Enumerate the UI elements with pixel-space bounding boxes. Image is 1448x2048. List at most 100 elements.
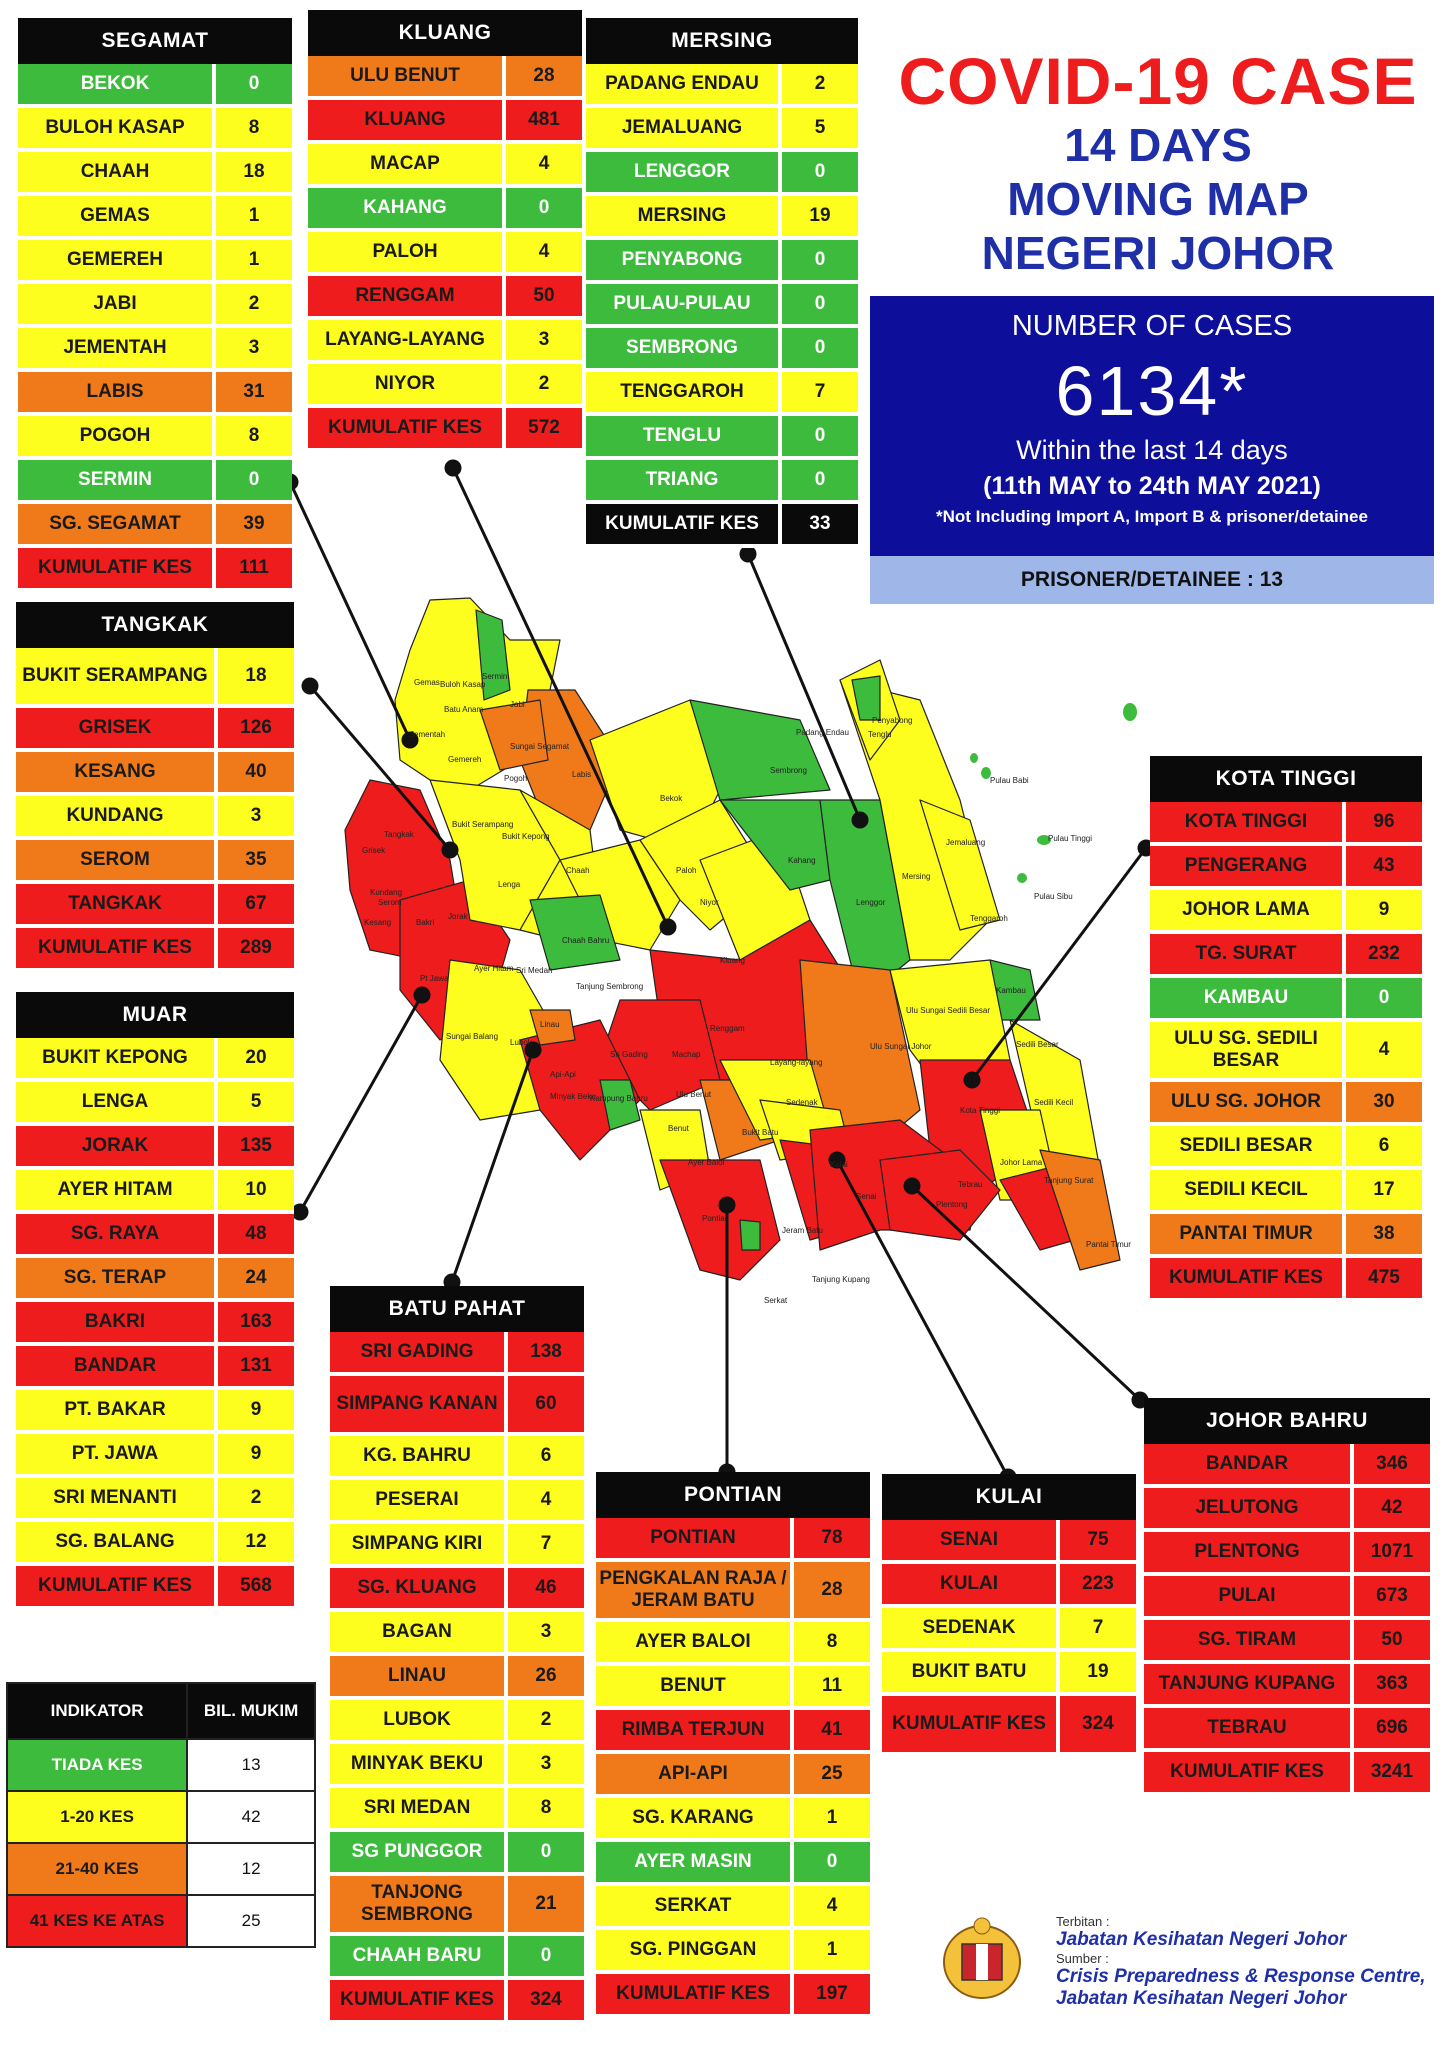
district-row: AYER BALOI 8 xyxy=(596,1620,870,1666)
district-row: API-API 25 xyxy=(596,1752,870,1798)
mukim-name: ULU SG. JOHOR xyxy=(1150,1080,1344,1126)
district-row: ULU SG. JOHOR 30 xyxy=(1150,1080,1422,1126)
mukim-name: SERKAT xyxy=(596,1884,792,1930)
mukim-name: PLENTONG xyxy=(1144,1530,1352,1576)
mukim-cases: 0 xyxy=(504,1830,584,1876)
district-row: TENGLU 0 xyxy=(586,414,858,460)
mukim-cases: 24 xyxy=(214,1256,294,1302)
mukim-name: LUBOK xyxy=(330,1698,506,1744)
pointer-batu-pahat xyxy=(450,1049,535,1283)
mukim-cases: 0 xyxy=(778,458,858,504)
mukim-name: KESANG xyxy=(16,750,216,796)
district-row: KUMULATIF KES 33 xyxy=(586,502,858,548)
mukim-name: NIYOR xyxy=(308,362,504,408)
mukim-name: PALOH xyxy=(308,230,504,276)
mukim-cases: 568 xyxy=(214,1564,294,1610)
district-row: JABI 2 xyxy=(18,282,292,328)
district-header: MUAR xyxy=(16,992,294,1038)
mukim-cases: 3 xyxy=(504,1742,584,1788)
mukim-cases: 9 xyxy=(1342,888,1422,934)
prisoner-count: PRISONER/DETAINEE : 13 xyxy=(870,556,1434,604)
mukim-cases: 0 xyxy=(504,1934,584,1980)
district-kulai: KULAI SENAI 75 KULAI 223 SEDENAK 7 BUKIT BATU 19… xyxy=(882,1474,1136,1756)
mukim-name: LENGA xyxy=(16,1080,216,1126)
district-row: LINAU 26 xyxy=(330,1654,584,1700)
mukim-cases: 126 xyxy=(214,706,294,752)
mukim-cases: 8 xyxy=(212,414,292,460)
map-region-chaah-bahru xyxy=(529,894,621,971)
legend-count: 13 xyxy=(186,1738,316,1792)
mukim-cases: 1071 xyxy=(1350,1530,1430,1576)
map-region-ayer-masin xyxy=(739,1219,761,1251)
mukim-name: PULAU-PULAU xyxy=(586,282,780,328)
district-row: TG. SURAT 232 xyxy=(1150,932,1422,978)
legend-count: 42 xyxy=(186,1790,316,1844)
mukim-name: PENGKALAN RAJA / JERAM BATU xyxy=(596,1560,792,1622)
mukim-name: KUMULATIF KES xyxy=(18,546,214,592)
mukim-cases: 138 xyxy=(504,1332,584,1376)
district-row: TRIANG 0 xyxy=(586,458,858,504)
mukim-name: BENUT xyxy=(596,1664,792,1710)
pointer-mersing xyxy=(746,553,862,821)
mukim-cases: 40 xyxy=(214,750,294,796)
mukim-name: SG. TIRAM xyxy=(1144,1618,1352,1664)
pointer-jb xyxy=(910,1184,1142,1402)
district-row: KOTA TINGGI 96 xyxy=(1150,802,1422,846)
district-row: PADANG ENDAU 2 xyxy=(586,64,858,108)
district-row: SERKAT 4 xyxy=(596,1884,870,1930)
mukim-name: KUNDANG xyxy=(16,794,216,840)
district-row: PT. BAKAR 9 xyxy=(16,1388,294,1434)
mukim-cases: 163 xyxy=(214,1300,294,1346)
legend-label: 1-20 KES xyxy=(5,1790,189,1844)
mukim-cases: 0 xyxy=(790,1840,870,1886)
mukim-cases: 1 xyxy=(790,1796,870,1842)
mukim-name: SIMPANG KANAN xyxy=(330,1374,506,1436)
mukim-name: JABI xyxy=(18,282,214,328)
map-region-pontian xyxy=(659,1159,781,1281)
district-table: PADANG ENDAU 2 JEMALUANG 5 LENGGOR 0 MERSING 19… xyxy=(586,64,858,548)
district-row: LABIS 31 xyxy=(18,370,292,416)
district-header: PONTIAN xyxy=(596,1472,870,1518)
district-row: PULAI 673 xyxy=(1144,1574,1430,1620)
district-row: SIMPANG KIRI 7 xyxy=(330,1522,584,1568)
district-row: AYER HITAM 10 xyxy=(16,1168,294,1214)
district-row: BAGAN 3 xyxy=(330,1610,584,1656)
mukim-cases: 25 xyxy=(790,1752,870,1798)
mukim-cases: 96 xyxy=(1342,802,1422,846)
mukim-name: BULOH KASAP xyxy=(18,106,214,152)
legend-count: 12 xyxy=(186,1842,316,1896)
mukim-cases: 223 xyxy=(1056,1562,1136,1608)
mukim-name: SEDILI BESAR xyxy=(1150,1124,1344,1170)
district-row: GEMEREH 1 xyxy=(18,238,292,284)
mukim-name: BEKOK xyxy=(18,64,214,108)
district-table: BANDAR 346 JELUTONG 42 PLENTONG 1071 PULAI 673 S… xyxy=(1144,1444,1430,1796)
pointer-kota-tinggi xyxy=(970,847,1148,1081)
map-region-linau xyxy=(529,1009,576,1046)
mukim-name: SEDENAK xyxy=(882,1606,1058,1652)
mukim-name: JOHOR LAMA xyxy=(1150,888,1344,934)
district-pontian: PONTIAN PONTIAN 78 PENGKALAN RAJA / JERAM B… xyxy=(596,1472,870,2018)
district-row: AYER MASIN 0 xyxy=(596,1840,870,1886)
mukim-name: SG. TERAP xyxy=(16,1256,216,1302)
district-row: PESERAI 4 xyxy=(330,1478,584,1524)
mukim-cases: 324 xyxy=(1056,1694,1136,1756)
mukim-name: GRISEK xyxy=(16,706,216,752)
title-line3: MOVING MAP xyxy=(1007,173,1309,225)
district-table: BUKIT SERAMPANG 18 GRISEK 126 KESANG 40 KUNDAN… xyxy=(16,648,294,972)
mukim-name: API-API xyxy=(596,1752,792,1798)
district-table: PONTIAN 78 PENGKALAN RAJA / JERAM BATU 28 AY… xyxy=(596,1518,870,2018)
mukim-name: SRI MENANTI xyxy=(16,1476,216,1522)
mukim-cases: 28 xyxy=(790,1560,870,1622)
mukim-cases: 135 xyxy=(214,1124,294,1170)
district-row: SG. SEGAMAT 39 xyxy=(18,502,292,548)
mukim-name: JORAK xyxy=(16,1124,216,1170)
legend-col-indikator: INDIKATOR xyxy=(5,1682,189,1740)
mukim-name: TANGKAK xyxy=(16,882,216,928)
mukim-cases: 0 xyxy=(778,282,858,328)
mukim-name: SG. SEGAMAT xyxy=(18,502,214,548)
district-row: PONTIAN 78 xyxy=(596,1518,870,1562)
mukim-cases: 42 xyxy=(1350,1486,1430,1532)
district-row: SEDILI KECIL 17 xyxy=(1150,1168,1422,1214)
district-row: SERMIN 0 xyxy=(18,458,292,504)
mukim-cases: 0 xyxy=(778,414,858,460)
